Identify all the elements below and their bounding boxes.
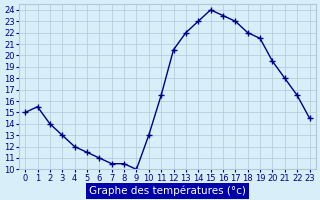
X-axis label: Graphe des températures (°c): Graphe des températures (°c) — [89, 185, 246, 196]
